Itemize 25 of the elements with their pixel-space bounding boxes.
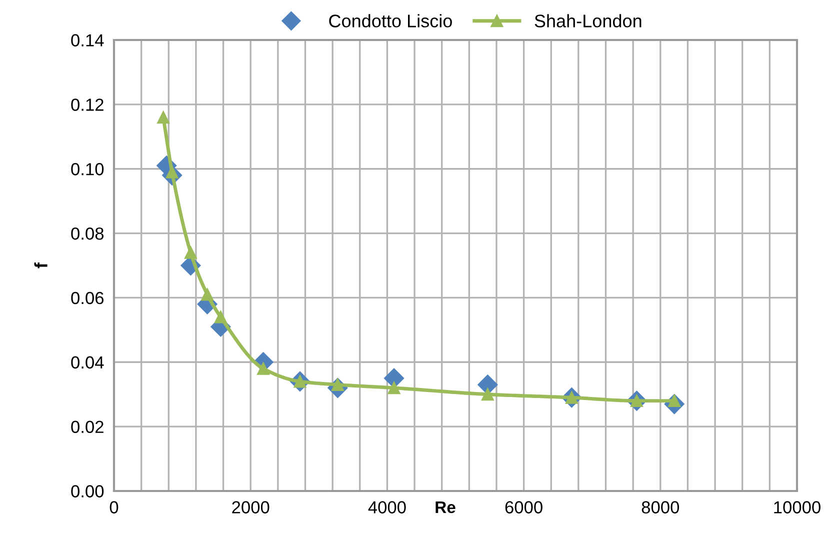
point	[157, 111, 170, 124]
point	[201, 288, 214, 301]
point	[257, 362, 270, 375]
y-tick-label: 0.06	[71, 292, 104, 304]
y-axis-title: f	[34, 262, 48, 268]
legend-label: Shah-London	[534, 14, 642, 28]
legend-label: Condotto Liscio	[329, 14, 452, 28]
x-tick-label: 0	[110, 501, 118, 514]
y-tick-label: 0.04	[71, 356, 104, 369]
y-tick-label: 0.12	[71, 98, 104, 111]
point	[214, 310, 227, 324]
point	[184, 246, 197, 259]
x-axis-title: Re	[436, 502, 456, 514]
y-tick-label: 0.10	[71, 163, 104, 176]
x-tick-label: 2000	[232, 501, 270, 514]
x-tick-label: 8000	[642, 501, 680, 514]
x-tick-label: 10000	[774, 501, 820, 514]
y-tick-label: 0.02	[71, 420, 104, 434]
y-tick-label: 0.08	[71, 227, 104, 240]
point	[388, 382, 400, 394]
y-tick-label: 0.14	[71, 34, 104, 46]
x-tick-label: 4000	[368, 501, 406, 514]
point	[481, 388, 494, 401]
x-tick-label: 6000	[505, 501, 542, 514]
y-tick-label: 0.00	[71, 485, 104, 498]
